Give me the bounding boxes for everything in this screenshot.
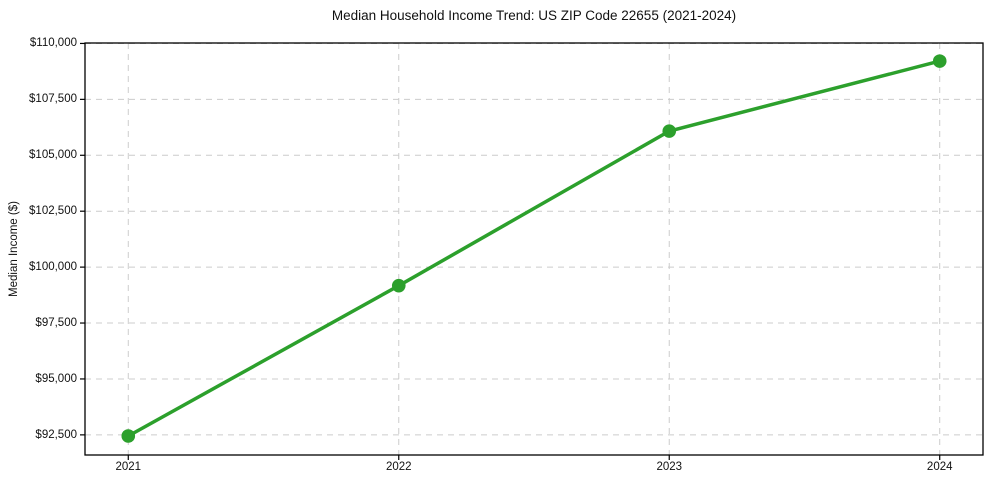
data-point-marker: [391, 278, 406, 293]
y-tick-label: $95,000: [35, 372, 77, 385]
data-point-marker: [662, 124, 677, 138]
chart-title: Median Household Income Trend: US ZIP Co…: [331, 8, 737, 23]
plot-frame: [84, 42, 984, 456]
x-tick-label: 2021: [115, 461, 142, 473]
y-tick-label: $102,500: [29, 205, 77, 218]
x-tick-label: 2022: [385, 461, 412, 473]
x-tick-label: 2023: [656, 461, 683, 473]
income-trend-line: [126, 59, 942, 438]
y-tick-label: $97,500: [35, 317, 77, 330]
y-tick-label: $105,000: [29, 149, 77, 162]
data-point-marker: [932, 54, 947, 68]
y-tick-label: $100,000: [29, 261, 77, 274]
y-axis-tick-labels: $92,500 $95,000 $97,500 $100,000 $102,500 $10…: [0, 0, 77, 490]
y-tick-label: $92,500: [35, 428, 77, 441]
y-tick-label: $110,000: [29, 37, 77, 50]
data-point-marker: [121, 429, 136, 443]
x-tick-label: 2024: [926, 461, 953, 473]
y-tick-label: $107,500: [29, 93, 77, 106]
